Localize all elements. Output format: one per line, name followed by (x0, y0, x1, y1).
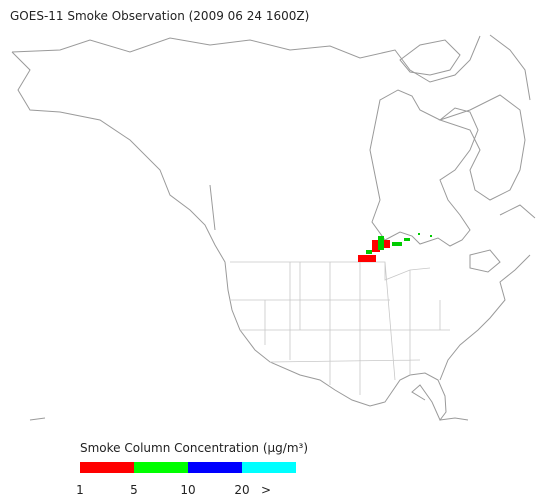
coastlines (11, 34, 536, 421)
smoke-pixels (358, 233, 432, 262)
state-borders (230, 261, 450, 395)
legend-label: 1 (76, 483, 84, 497)
legend-label: 20 (234, 483, 249, 497)
map-title: GOES-11 Smoke Observation (2009 06 24 16… (10, 9, 309, 23)
legend-label: 10 (180, 483, 195, 497)
legend-label: > (261, 483, 271, 497)
legend-swatch (80, 462, 134, 473)
legend-swatch (242, 462, 296, 473)
legend: 1 5 10 20 > (76, 462, 296, 497)
legend-swatch (188, 462, 242, 473)
legend-swatch (134, 462, 188, 473)
legend-label: 5 (130, 483, 138, 497)
legend-title: Smoke Column Concentration (μg/m³) (80, 441, 308, 455)
